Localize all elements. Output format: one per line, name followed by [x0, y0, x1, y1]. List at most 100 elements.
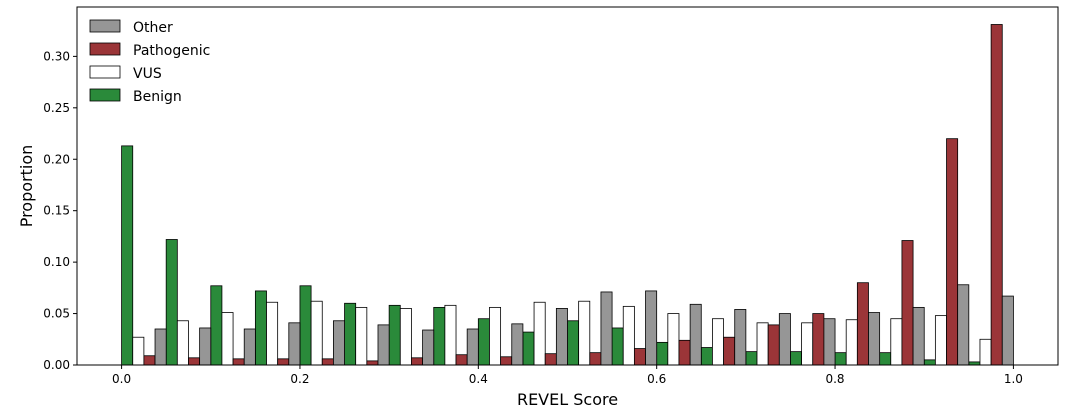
bar-other-17: [912, 306, 925, 366]
x-axis: 0.0 0.2 0.4 0.6 0.8 1.0: [112, 365, 1023, 386]
plot-frame: [76, 6, 1059, 366]
y-axis-title: Proportion: [17, 145, 36, 228]
bar-other-16: [868, 312, 881, 366]
bar-benign-7: [433, 306, 446, 366]
bar-other-6: [422, 329, 435, 366]
bar-vus-15: [801, 322, 814, 366]
bar-other-3: [288, 322, 301, 366]
y-tick-label: 0.05: [43, 307, 70, 321]
bar-vus-3: [266, 301, 279, 366]
bar-other-14: [778, 313, 791, 366]
bar-other-0: [154, 328, 167, 366]
bar-vus-16: [845, 319, 858, 366]
bar-other-15: [823, 318, 836, 366]
bar-other-13: [734, 309, 747, 366]
bar-vus-7: [444, 304, 457, 366]
bar-vus-0: [132, 336, 145, 366]
bar-vus-8: [489, 306, 502, 366]
bar-benign-14: [745, 351, 758, 366]
bar-benign-2: [210, 285, 223, 366]
bar-pathogenic-16: [856, 282, 869, 366]
bar-pathogenic-19: [990, 24, 1003, 366]
x-axis-title: REVEL Score: [517, 390, 618, 409]
bar-other-10: [600, 291, 613, 366]
bar-vus-10: [578, 300, 591, 366]
bar-vus-5: [355, 306, 368, 366]
bar-benign-17: [879, 352, 892, 366]
y-tick-label: 0.20: [43, 152, 70, 166]
bar-pathogenic-4: [321, 358, 334, 366]
bar-vus-2: [221, 312, 234, 366]
bar-benign-6: [388, 304, 401, 366]
bars-layer: [121, 24, 1014, 366]
bar-vus-19: [979, 338, 992, 366]
legend-swatch-vus: [89, 65, 121, 79]
bar-vus-1: [176, 320, 189, 366]
bar-pathogenic-9: [544, 353, 557, 366]
x-tick-label: 1.0: [1004, 372, 1023, 386]
legend-label-benign: Benign: [133, 89, 182, 105]
y-tick-label: 0.25: [43, 101, 70, 115]
bar-vus-4: [310, 300, 323, 366]
bar-vus-6: [399, 308, 412, 366]
bar-vus-11: [622, 305, 635, 366]
bar-vus-12: [667, 313, 680, 366]
y-tick-label: 0.00: [43, 358, 70, 372]
bar-other-8: [511, 323, 524, 366]
bar-benign-11: [611, 327, 624, 366]
bar-other-1: [199, 327, 212, 366]
bar-pathogenic-3: [277, 358, 290, 366]
y-axis: 0.00 0.05 0.10 0.15 0.20 0.25 0.30: [43, 49, 77, 372]
bar-vus-18: [934, 315, 947, 366]
bar-benign-8: [477, 318, 490, 366]
x-tick-label: 0.2: [290, 372, 309, 386]
bar-pathogenic-15: [812, 313, 825, 366]
x-tick-label: 0.4: [469, 372, 488, 386]
bar-pathogenic-13: [723, 336, 736, 366]
bar-pathogenic-6: [411, 357, 423, 366]
bar-benign-15: [790, 351, 803, 366]
bar-other-11: [645, 290, 658, 366]
bar-pathogenic-7: [455, 354, 468, 366]
bar-benign-18: [923, 359, 936, 366]
bar-other-7: [466, 328, 479, 366]
bar-other-18: [957, 284, 970, 366]
bar-pathogenic-11: [633, 348, 646, 366]
x-tick-label: 0.6: [647, 372, 666, 386]
bar-benign-13: [700, 347, 713, 366]
y-tick-label: 0.15: [43, 204, 70, 218]
bar-benign-5: [344, 302, 357, 366]
legend-label-vus: VUS: [133, 66, 162, 82]
bar-pathogenic-10: [589, 352, 602, 366]
bar-benign-3: [254, 290, 267, 366]
bar-other-19: [1001, 295, 1014, 366]
bar-pathogenic-1: [188, 357, 201, 366]
bar-benign-9: [522, 331, 535, 366]
bar-vus-14: [756, 322, 769, 366]
bar-other-9: [555, 308, 568, 366]
bar-other-5: [377, 324, 390, 366]
bar-benign-12: [656, 341, 669, 366]
legend-label-pathogenic: Pathogenic: [133, 43, 210, 59]
legend-swatch-pathogenic: [89, 42, 121, 56]
bar-pathogenic-5: [366, 360, 379, 366]
y-tick-label: 0.10: [43, 255, 70, 269]
y-tick-label: 0.30: [43, 49, 70, 63]
bar-benign-1: [165, 239, 178, 366]
bar-other-4: [332, 320, 345, 366]
bar-pathogenic-8: [500, 356, 513, 366]
bar-benign-4: [299, 285, 312, 366]
bar-pathogenic-14: [767, 324, 780, 366]
bar-pathogenic-18: [946, 138, 959, 366]
legend-swatch-benign: [89, 88, 121, 102]
bar-vus-13: [712, 318, 724, 366]
bar-vus-17: [890, 318, 903, 366]
bar-benign-0: [121, 145, 134, 366]
bar-vus-9: [533, 301, 546, 366]
bar-pathogenic-12: [678, 339, 691, 366]
legend-swatch-other: [89, 19, 121, 33]
bar-other-2: [243, 328, 256, 366]
bar-pathogenic-2: [232, 358, 245, 366]
bar-pathogenic-17: [901, 240, 914, 366]
